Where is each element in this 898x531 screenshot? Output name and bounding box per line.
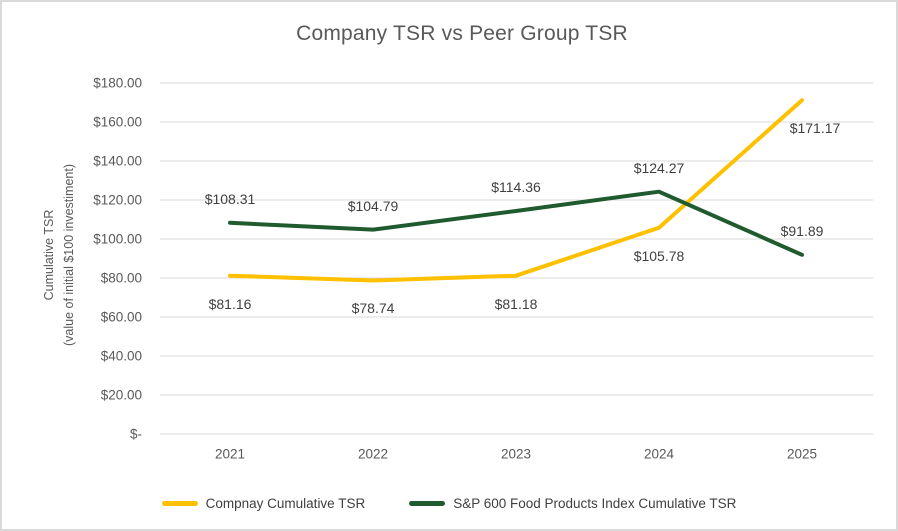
data-label: $114.36 — [491, 178, 541, 195]
legend-item-1: S&P 600 Food Products Index Cumulative T… — [409, 496, 736, 511]
y-tick-label: $160.00 — [93, 114, 142, 130]
legend-label: S&P 600 Food Products Index Cumulative T… — [453, 496, 737, 511]
legend: Compnay Cumulative TSR S&P 600 Food Produ… — [2, 496, 896, 511]
x-tick-label: 2021 — [214, 446, 246, 462]
y-tick-label: $120.00 — [93, 192, 142, 208]
legend-swatch-icon — [161, 501, 198, 506]
data-label: $124.27 — [633, 159, 685, 176]
legend-swatch-icon — [409, 501, 446, 506]
y-tick-label: $180.00 — [93, 75, 142, 91]
data-label: $78.74 — [351, 300, 395, 317]
x-tick-label: 2024 — [643, 446, 675, 462]
y-tick-label: $140.00 — [93, 153, 142, 169]
x-tick-label: 2022 — [357, 446, 389, 462]
y-tick-label: $- — [129, 426, 142, 442]
y-tick-label: $20.00 — [100, 387, 142, 403]
legend-label: Compnay Cumulative TSR — [205, 496, 366, 511]
data-label: $91.89 — [780, 222, 824, 239]
series-line-0 — [228, 98, 804, 283]
x-tick-label: 2025 — [786, 446, 818, 462]
chart-title: Company TSR vs Peer Group TSR — [296, 22, 628, 45]
data-label: $104.79 — [347, 197, 399, 214]
data-label: $81.18 — [494, 295, 538, 312]
y-tick-label: $60.00 — [100, 309, 142, 325]
data-label: $81.16 — [208, 295, 252, 312]
x-tick-label: 2023 — [500, 446, 532, 462]
data-label: $105.78 — [633, 247, 685, 264]
data-label: $108.31 — [204, 190, 256, 207]
y-tick-label: $100.00 — [93, 231, 142, 247]
y-tick-label: $40.00 — [100, 348, 142, 364]
data-label: $171.17 — [789, 120, 841, 137]
legend-item-0: Compnay Cumulative TSR — [161, 496, 366, 511]
series-line-1 — [228, 189, 804, 257]
y-tick-label: $80.00 — [100, 270, 142, 286]
